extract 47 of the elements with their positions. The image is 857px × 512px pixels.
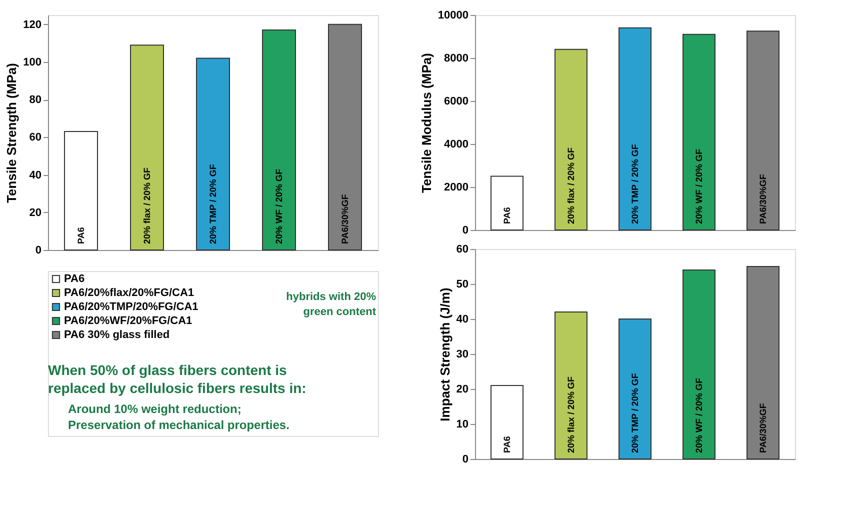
legend-label: PA6 (64, 273, 85, 285)
y-tick-label: 20 (456, 384, 468, 396)
legend-label: PA6 30% glass filled (64, 329, 170, 341)
category-label: 20% TMP / 20% GF (630, 373, 640, 453)
y-tick-label: 6000 (444, 96, 468, 108)
y-tick-label: 50 (456, 278, 468, 290)
y-tick-label: 8000 (444, 52, 468, 64)
text: When 50% of glass fibers content is replaced by cellulosic fibers results in: (48, 362, 306, 396)
y-axis-title: Tensile Modulus (MPa) (418, 53, 434, 193)
text: Preservation of mechanical properties. (68, 418, 290, 432)
y-tick-label: 0 (462, 224, 468, 236)
y-tick-label: 20 (29, 206, 42, 219)
y-tick-label: 100 (23, 56, 42, 68)
y-tick-label: 60 (29, 132, 42, 144)
legend-label: PA6/20%TMP/20%FG/CA1 (64, 301, 198, 313)
category-label: PA6/30%GF (340, 194, 350, 244)
y-tick-label: 30 (456, 348, 468, 360)
category-label: 20% WF / 20% GF (694, 378, 704, 453)
category-label: 20% TMP / 20% GF (208, 164, 218, 244)
text: hybrids with 20% green content (286, 291, 376, 318)
category-label: 20% flax / 20% GF (142, 167, 152, 244)
legend-label: PA6/20%WF/20%FG/CA1 (64, 315, 192, 327)
category-label: PA6 (76, 227, 86, 244)
y-tick-label: 80 (29, 94, 42, 106)
category-label: 20% WF / 20% GF (694, 148, 704, 224)
y-tick-label: 60 (456, 244, 468, 256)
y-tick-label: 4000 (444, 138, 468, 150)
category-label: PA6 (502, 207, 512, 224)
category-label: PA6/30%GF (758, 174, 768, 224)
y-tick-label: 10 (456, 418, 468, 430)
category-label: 20% TMP / 20% GF (630, 144, 640, 224)
y-tick-label: 10000 (438, 10, 468, 22)
y-tick-label: 2000 (444, 182, 468, 194)
category-label: 20% WF / 20% GF (274, 168, 284, 244)
y-tick-label: 40 (29, 169, 42, 182)
y-axis-title: Impact Strength (J/m) (437, 288, 452, 422)
category-label: PA6 (502, 436, 512, 453)
legend-label: PA6/20%flax/20%FG/CA1 (64, 287, 194, 299)
y-axis-title: Tensile Strength (MPa) (4, 63, 20, 203)
category-label: 20% flax / 20% GF (566, 147, 576, 224)
y-tick-label: 0 (35, 244, 42, 256)
y-tick-label: 40 (456, 314, 468, 326)
category-label: 20% flax / 20% GF (566, 376, 576, 453)
category-label: PA6/30%GF (758, 403, 768, 453)
text: Around 10% weight reduction; (68, 402, 242, 416)
y-tick-label: 0 (462, 454, 468, 466)
y-tick-label: 120 (23, 18, 42, 31)
